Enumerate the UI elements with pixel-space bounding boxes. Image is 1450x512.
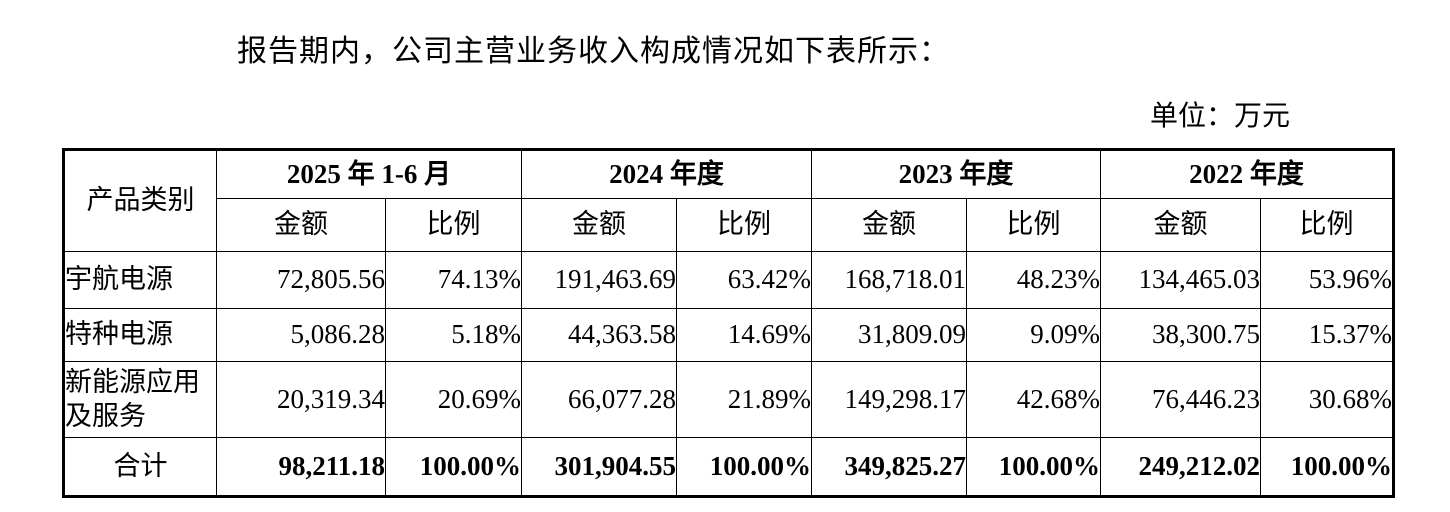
cell-amount: 134,465.03: [1100, 251, 1261, 309]
cell-ratio: 20.69%: [385, 361, 522, 438]
header-period-2023: 2023 年度: [811, 149, 1101, 199]
cell-amount: 5,086.28: [216, 308, 386, 362]
header-ratio-2024: 比例: [676, 198, 812, 252]
total-ratio: 100.00%: [1260, 437, 1394, 497]
cell-ratio: 53.96%: [1260, 251, 1394, 309]
header-amount-2023: 金额: [811, 198, 967, 252]
header-amount-2022: 金额: [1100, 198, 1261, 252]
total-ratio: 100.00%: [385, 437, 522, 497]
table-row-new-energy: 新能源应用及服务 20,319.34 20.69% 66,077.28 21.8…: [63, 361, 1394, 438]
header-period-2024: 2024 年度: [521, 149, 812, 199]
cell-amount: 72,805.56: [216, 251, 386, 309]
cell-amount: 66,077.28: [521, 361, 677, 438]
cell-amount: 168,718.01: [811, 251, 967, 309]
cell-ratio: 14.69%: [676, 308, 812, 362]
cell-ratio: 74.13%: [385, 251, 522, 309]
table-row-total: 合计 98,211.18 100.00% 301,904.55 100.00% …: [63, 437, 1394, 497]
row-category: 新能源应用及服务: [63, 361, 217, 438]
cell-amount: 31,809.09: [811, 308, 967, 362]
header-ratio-2023: 比例: [966, 198, 1101, 252]
cell-amount: 44,363.58: [521, 308, 677, 362]
total-label: 合计: [63, 437, 217, 497]
header-product-category: 产品类别: [63, 149, 217, 252]
table-row-special-power: 特种电源 5,086.28 5.18% 44,363.58 14.69% 31,…: [63, 308, 1394, 362]
revenue-composition-table: 产品类别 2025 年 1-6 月 2024 年度 2023 年度 2022 年…: [62, 148, 1395, 498]
row-category: 特种电源: [63, 308, 217, 362]
header-ratio-2022: 比例: [1260, 198, 1394, 252]
header-row-subcolumns: 金额 比例 金额 比例 金额 比例 金额 比例: [64, 198, 1394, 252]
row-category: 宇航电源: [63, 251, 217, 309]
table-row-aerospace-power: 宇航电源 72,805.56 74.13% 191,463.69 63.42% …: [63, 251, 1394, 309]
cell-amount: 38,300.75: [1100, 308, 1261, 362]
cell-ratio: 21.89%: [676, 361, 812, 438]
cell-ratio: 15.37%: [1260, 308, 1394, 362]
header-period-2025: 2025 年 1-6 月: [216, 149, 522, 199]
cell-ratio: 5.18%: [385, 308, 522, 362]
cell-amount: 149,298.17: [811, 361, 967, 438]
cell-amount: 76,446.23: [1100, 361, 1261, 438]
cell-ratio: 30.68%: [1260, 361, 1394, 438]
header-amount-2025: 金额: [216, 198, 386, 252]
intro-paragraph: 报告期内，公司主营业务收入构成情况如下表所示：: [237, 35, 950, 68]
unit-label: 单位：万元: [1149, 101, 1290, 132]
header-row-periods: 产品类别 2025 年 1-6 月 2024 年度 2023 年度 2022 年…: [63, 149, 1394, 252]
cell-ratio: 42.68%: [966, 361, 1101, 438]
cell-amount: 20,319.34: [216, 361, 386, 438]
cell-amount: 191,463.69: [521, 251, 677, 309]
header-amount-2024: 金额: [521, 198, 677, 252]
header-ratio-2025: 比例: [385, 198, 522, 252]
cell-ratio: 63.42%: [676, 251, 812, 309]
total-ratio: 100.00%: [966, 437, 1101, 497]
total-amount: 349,825.27: [811, 437, 967, 497]
total-amount: 249,212.02: [1100, 437, 1261, 497]
cell-ratio: 9.09%: [966, 308, 1101, 362]
total-amount: 301,904.55: [521, 437, 677, 497]
total-amount: 98,211.18: [216, 437, 386, 497]
total-ratio: 100.00%: [676, 437, 812, 497]
header-period-2022: 2022 年度: [1100, 149, 1394, 199]
cell-ratio: 48.23%: [966, 251, 1101, 309]
